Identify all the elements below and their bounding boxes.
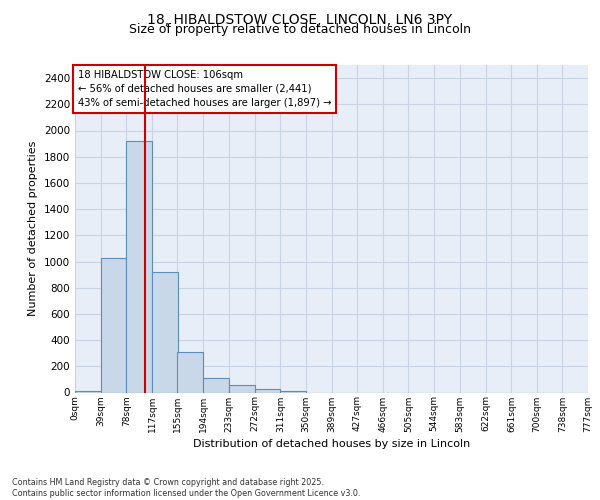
Bar (127, 141, 152, 393)
Bar (254, 388, 280, 392)
Bar (152, 272, 178, 392)
Text: Size of property relative to detached houses in Lincoln: Size of property relative to detached ho… (129, 22, 471, 36)
X-axis label: Distribution of detached houses by size in Lincoln: Distribution of detached houses by size … (193, 438, 470, 448)
Bar (280, 391, 306, 392)
Text: 18, HIBALDSTOW CLOSE, LINCOLN, LN6 3PY: 18, HIBALDSTOW CLOSE, LINCOLN, LN6 3PY (148, 12, 452, 26)
Bar (178, 352, 203, 393)
Y-axis label: Number of detached properties: Number of detached properties (28, 141, 38, 316)
Bar (203, 378, 229, 392)
Bar (75, 390, 101, 392)
Text: 18 HIBALDSTOW CLOSE: 106sqm
← 56% of detached houses are smaller (2,441)
43% of : 18 HIBALDSTOW CLOSE: 106sqm ← 56% of det… (77, 70, 331, 108)
Text: Contains HM Land Registry data © Crown copyright and database right 2025.
Contai: Contains HM Land Registry data © Crown c… (12, 478, 361, 498)
Bar (229, 386, 254, 392)
Bar (101, 258, 127, 392)
